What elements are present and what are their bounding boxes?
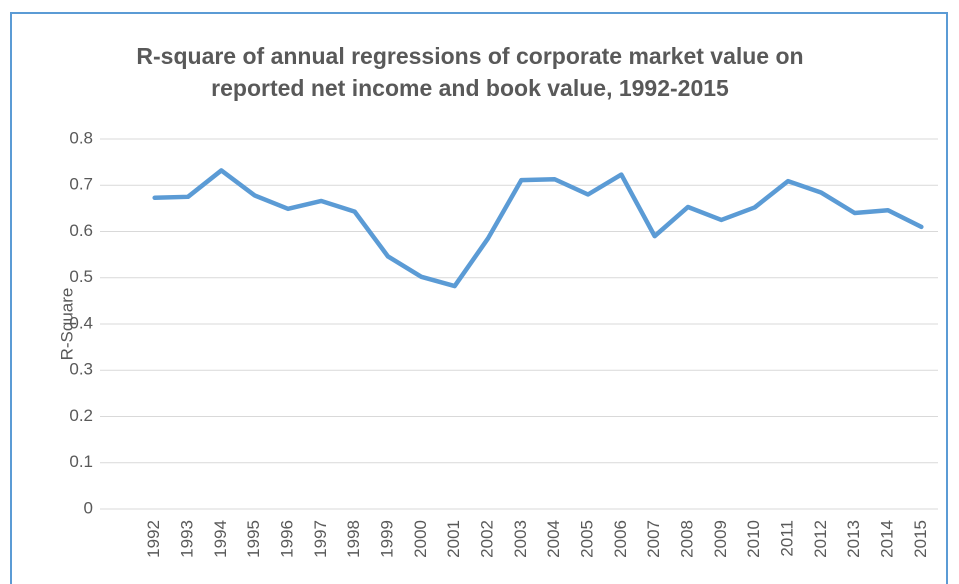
y-tick-label: 0.5 [69, 267, 93, 286]
y-axis-label: R-Square [57, 288, 76, 361]
x-tick-label: 2005 [577, 520, 596, 558]
x-tick-label: 2014 [877, 520, 896, 558]
x-tick-label: 2011 [777, 520, 796, 557]
x-tick-label: 2004 [544, 520, 563, 558]
x-tick-label: 2006 [611, 520, 630, 558]
x-tick-label: 1996 [277, 520, 296, 558]
chart-title: R-square of annual regressions of corpor… [136, 43, 804, 101]
x-tick-label: 2010 [744, 520, 763, 558]
x-tick-label: 2015 [911, 520, 930, 558]
x-tick-label: 1999 [377, 520, 396, 558]
y-tick-label: 0.4 [69, 313, 93, 332]
y-tick-label: 0.6 [69, 221, 93, 240]
y-tick-label: 0.3 [69, 360, 93, 379]
x-tick-label: 2012 [811, 520, 830, 558]
x-tick-label: 2009 [711, 520, 730, 558]
x-tick-label: 2003 [511, 520, 530, 558]
y-tick-label: 0.8 [69, 128, 93, 147]
x-tick-label: 1997 [311, 520, 330, 558]
line [152, 168, 924, 289]
x-tick-label: 1995 [244, 520, 263, 558]
x-tick-label: 1993 [177, 520, 196, 558]
x-tick-label: 2007 [644, 520, 663, 558]
y-tick-label: 0.7 [69, 175, 93, 194]
x-tick-label: 2002 [477, 520, 496, 558]
y-tick-label: 0.1 [69, 452, 93, 471]
x-tick-label: 1994 [211, 520, 230, 558]
x-tick-label: 1998 [344, 520, 363, 558]
y-tick-label: 0 [84, 498, 93, 517]
x-tick-label: 2000 [411, 520, 430, 558]
y-tick-label: 0.2 [69, 406, 93, 425]
x-tick-label: 2013 [844, 520, 863, 558]
x-tick-label: 2001 [444, 520, 463, 558]
chart-border [10, 12, 948, 584]
x-tick-label: 1992 [144, 520, 163, 558]
x-tick-label: 2008 [677, 520, 696, 558]
